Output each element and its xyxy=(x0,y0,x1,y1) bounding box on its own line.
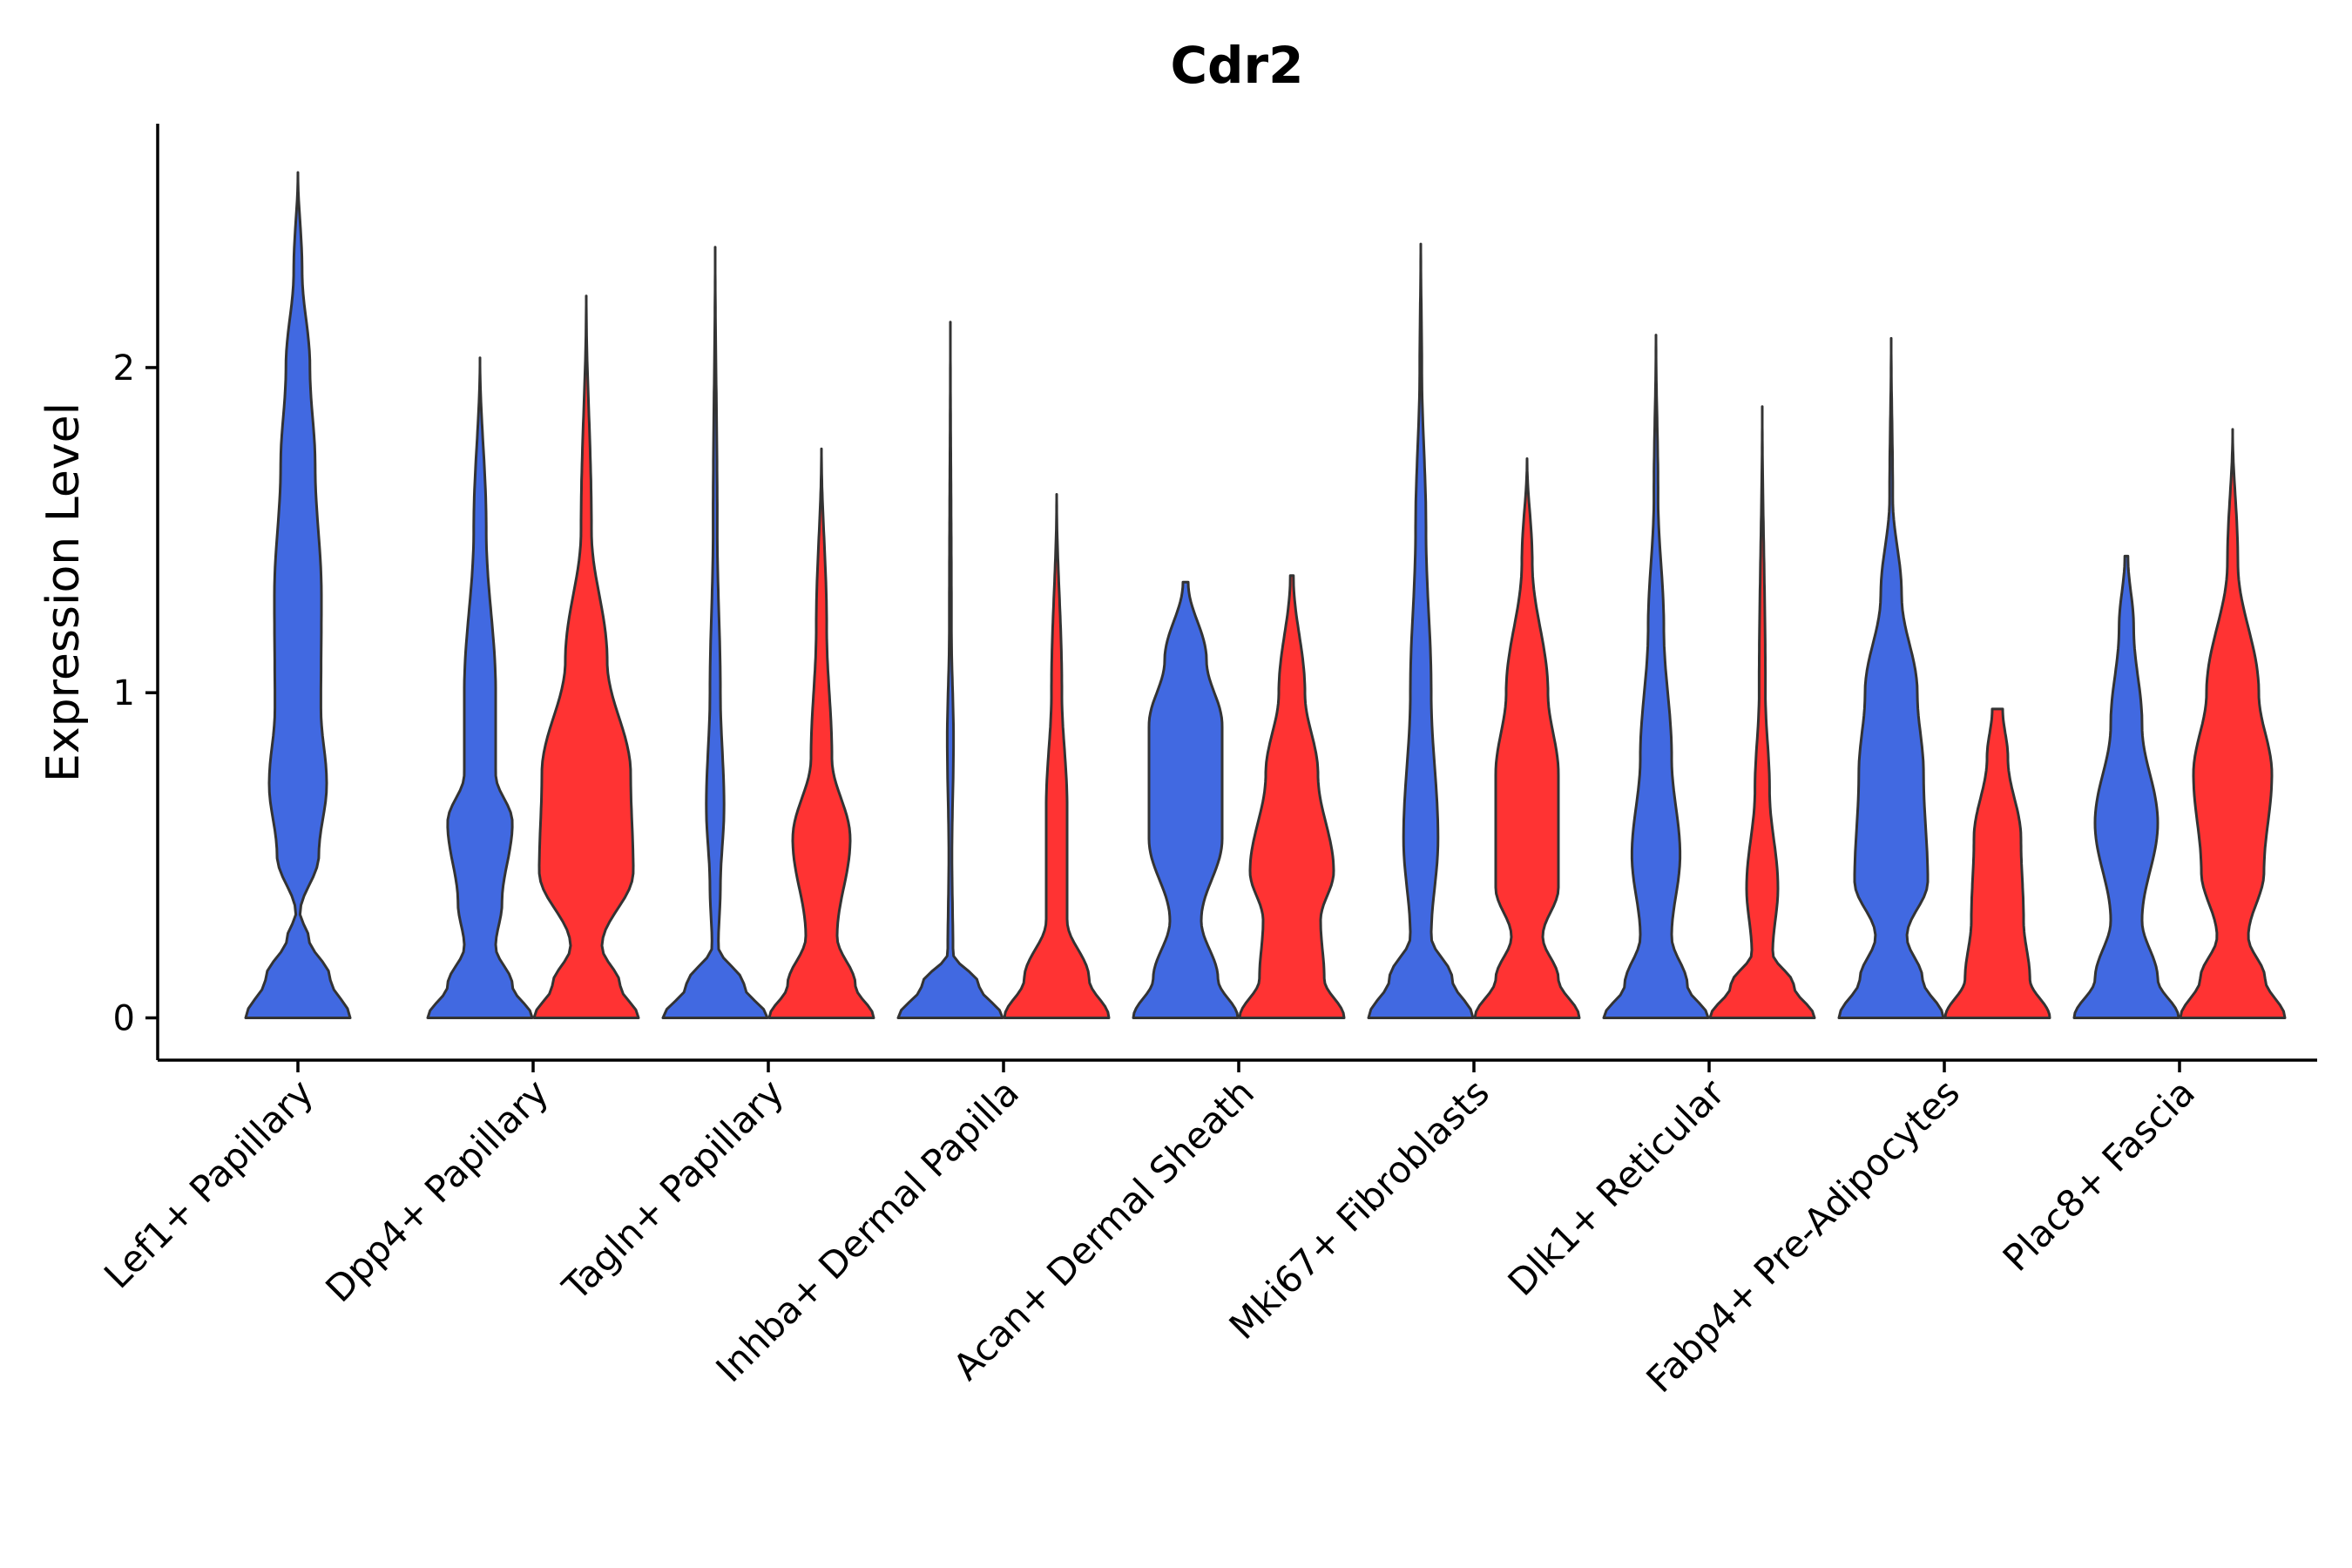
violin-tagln-papillary-group-2 xyxy=(767,447,875,1019)
y-axis-label: Expression Level xyxy=(37,402,90,782)
x-tick-label-tagln-papillary: Tagln+ Papillary xyxy=(554,1071,792,1308)
violin-tagln-papillary-group-1 xyxy=(661,246,769,1019)
violin-fabp4-pre-adipocytes-group-2 xyxy=(1943,707,2051,1019)
violin-dpp4-papillary-group-2 xyxy=(532,294,640,1019)
violin-inhba-dermal-papilla-group-2 xyxy=(1003,493,1111,1019)
y-tick-label-0: 0 xyxy=(113,998,135,1038)
violin-dlk1-reticular-group-1 xyxy=(1602,334,1710,1019)
violin-mki67-fibroblasts-group-2 xyxy=(1473,457,1581,1019)
violin-acan-dermal-sheath-group-2 xyxy=(1238,574,1346,1019)
violin-mki67-fibroblasts-group-1 xyxy=(1367,242,1475,1019)
y-tick-label-2: 2 xyxy=(113,348,135,389)
x-tick-label-mki67-fibroblasts: Mki67+ Fibroblasts xyxy=(1221,1071,1497,1347)
x-tick-label-lef1-papillary: Lef1+ Papillary xyxy=(96,1071,321,1296)
violin-acan-dermal-sheath-group-1 xyxy=(1132,580,1240,1019)
x-tick-label-plac8-fascia: Plac8+ Fascia xyxy=(1995,1071,2203,1279)
x-tick-label-dpp4-papillary: Dpp4+ Papillary xyxy=(317,1071,557,1310)
violin-layer xyxy=(244,171,2287,1019)
chart-title: Cdr2 xyxy=(1170,36,1303,95)
violin-inhba-dermal-papilla-group-1 xyxy=(896,321,1004,1019)
violin-plac8-fascia-group-2 xyxy=(2179,428,2287,1019)
violin-plac8-fascia-group-1 xyxy=(2072,554,2180,1019)
y-axis-ticks: 0 1 2 xyxy=(113,348,158,1038)
violin-lef1-papillary-group-1 xyxy=(244,171,352,1019)
violin-fabp4-pre-adipocytes-group-1 xyxy=(1837,336,1945,1019)
violin-dpp4-papillary-group-1 xyxy=(426,356,534,1019)
y-tick-label-1: 1 xyxy=(113,673,135,713)
violin-dlk1-reticular-group-2 xyxy=(1708,405,1816,1019)
x-tick-label-dlk1-reticular: Dlk1+ Reticular xyxy=(1500,1071,1734,1304)
